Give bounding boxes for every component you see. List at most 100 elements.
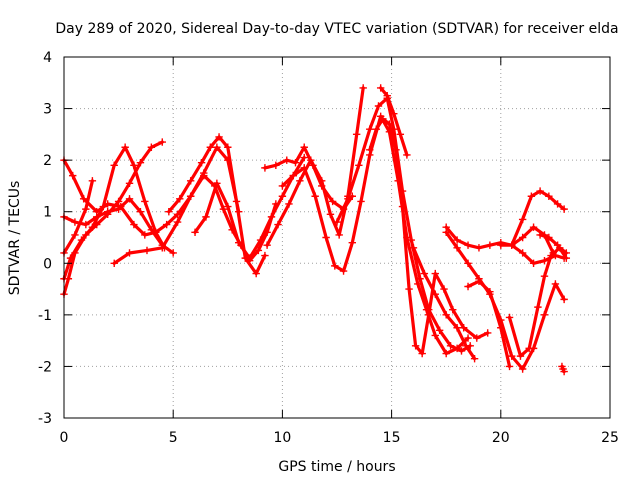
data-point (206, 143, 215, 151)
data-point (486, 287, 494, 296)
data-point (272, 161, 280, 169)
data-point (267, 213, 276, 221)
series-line (538, 233, 568, 260)
data-point (355, 161, 363, 169)
data-point (256, 236, 265, 244)
data-point (289, 171, 298, 180)
data-point (545, 192, 553, 200)
data-point (103, 200, 112, 208)
y-tick-label: 0 (43, 256, 52, 272)
data-point (505, 313, 514, 322)
data-point (459, 324, 468, 332)
data-point (121, 143, 129, 151)
data-point (442, 311, 450, 319)
series-track-20 (508, 187, 568, 249)
data-point (147, 143, 156, 151)
data-point (344, 195, 352, 203)
data-point (169, 249, 177, 257)
data-point (366, 125, 374, 133)
data-point (525, 344, 533, 353)
data-point (372, 125, 381, 133)
data-point (464, 334, 472, 342)
data-point (71, 249, 79, 257)
data-point (464, 241, 472, 249)
data-point (418, 349, 426, 358)
data-point (71, 231, 79, 239)
data-point (508, 352, 516, 360)
data-point (114, 197, 123, 206)
data-point (300, 164, 308, 172)
data-point (505, 362, 514, 371)
data-point (263, 241, 271, 249)
data-point (442, 349, 450, 358)
data-point (442, 223, 450, 231)
data-point (518, 233, 527, 242)
x-tick-label: 0 (60, 430, 69, 446)
data-point (366, 146, 374, 154)
data-point (261, 164, 269, 172)
data-point (64, 275, 73, 283)
data-point (300, 143, 308, 151)
data-point (540, 272, 549, 280)
y-tick-label: 4 (43, 50, 52, 66)
data-point (390, 110, 398, 118)
data-point (536, 187, 544, 195)
series-track-13 (366, 115, 492, 358)
y-tick-label: 2 (43, 153, 52, 169)
data-point (540, 311, 549, 319)
chart-title: Day 289 of 2020, Sidereal Day-to-day VTE… (55, 21, 618, 37)
data-point (99, 202, 108, 211)
data-point (191, 228, 199, 237)
tick-layer: 0 5 10 15 20 25 -3 -2 -1 0 1 2 3 4 (38, 50, 619, 446)
y-axis-title: SDTVAR / TECUs (7, 181, 23, 296)
data-point (252, 269, 260, 278)
data-point (296, 177, 304, 185)
data-point (431, 331, 439, 340)
grid-layer (64, 57, 610, 418)
data-point (114, 205, 123, 213)
series-line (112, 174, 278, 265)
data-point (553, 200, 562, 208)
data-point (173, 218, 182, 226)
data-point (560, 295, 568, 304)
data-point (348, 238, 356, 247)
x-tick-label: 25 (601, 430, 619, 446)
data-point (449, 306, 457, 314)
data-point (553, 241, 562, 249)
data-point (462, 342, 470, 350)
data-point (475, 244, 483, 252)
data-point (464, 282, 472, 291)
data-point (457, 347, 466, 355)
data-point (560, 205, 568, 213)
series-line (280, 114, 470, 356)
data-point (383, 91, 391, 100)
data-point (518, 215, 527, 224)
data-point (173, 210, 182, 218)
data-point (333, 218, 341, 226)
data-point (71, 218, 79, 226)
data-point (232, 197, 241, 206)
data-point (435, 326, 444, 335)
series-line (444, 230, 566, 371)
data-point (352, 130, 361, 139)
data-point (396, 130, 405, 139)
data-point (147, 226, 156, 234)
data-point (200, 171, 208, 180)
data-point (508, 241, 516, 249)
data-point (416, 275, 424, 283)
data-point (540, 257, 549, 265)
y-tick-label: 1 (43, 205, 52, 221)
series-track-8 (191, 153, 308, 262)
data-point (420, 269, 429, 278)
data-point (411, 342, 420, 350)
series-track-15 (409, 244, 479, 363)
data-point (215, 133, 223, 141)
data-point (357, 197, 365, 206)
series-track-18 (464, 277, 514, 371)
data-point (483, 329, 492, 337)
y-tick-label: -2 (38, 359, 52, 375)
data-point (93, 213, 101, 221)
series-track-14 (376, 84, 411, 159)
data-point (379, 115, 387, 123)
data-point (551, 280, 560, 288)
